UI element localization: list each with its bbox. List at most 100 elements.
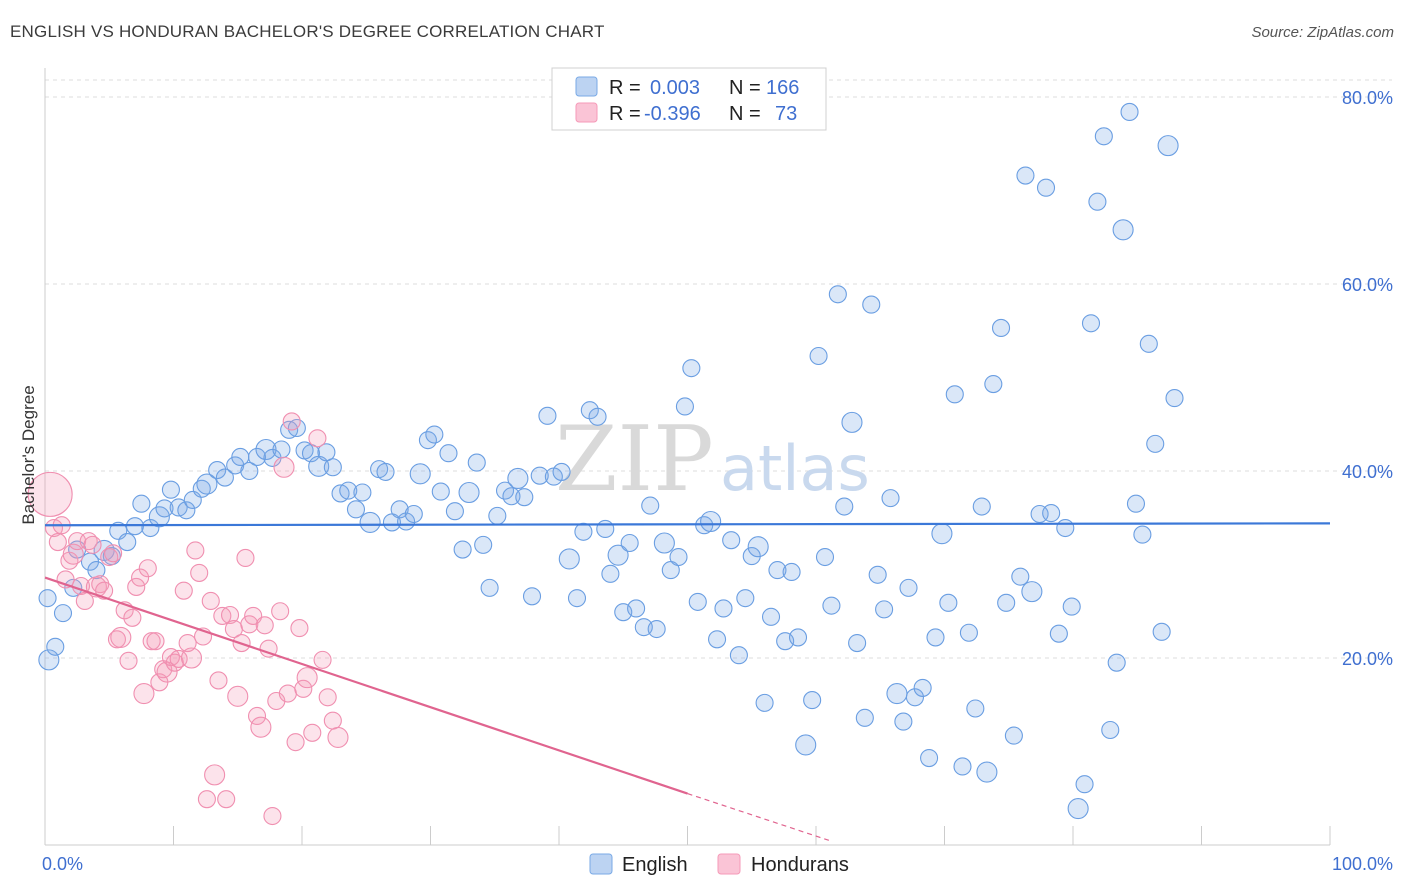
english-point	[148, 506, 170, 528]
legend-hondurans-r-label: R =	[609, 103, 641, 125]
english-point	[1165, 389, 1184, 408]
watermark-zip: ZIP	[555, 407, 714, 512]
y-axis-title: Bachelor's Degree	[19, 385, 38, 524]
hondurans-point	[286, 733, 305, 752]
hondurans-point	[227, 685, 249, 707]
english-point	[736, 589, 755, 608]
legend-english-r-value: 0.003	[650, 77, 700, 99]
english-point	[522, 587, 542, 606]
english-point	[141, 518, 160, 538]
english-point	[875, 600, 894, 619]
y-tick-label: 40.0%	[1342, 462, 1393, 482]
hondurans-point	[131, 568, 150, 587]
hondurans-point	[240, 615, 259, 634]
chart-title: ENGLISH VS HONDURAN BACHELOR'S DEGREE CO…	[10, 22, 605, 41]
english-point	[688, 592, 707, 611]
english-point	[474, 535, 493, 554]
english-point	[1049, 624, 1068, 643]
english-point	[627, 599, 646, 618]
english-point	[653, 532, 675, 554]
hondurans-point	[313, 650, 332, 669]
hondurans-point	[278, 684, 297, 703]
english-point	[809, 346, 828, 366]
english-point	[966, 699, 985, 718]
english-point	[507, 467, 529, 490]
hondurans-point	[250, 716, 272, 738]
english-point	[984, 374, 1003, 394]
english-point	[530, 466, 549, 485]
english-point	[953, 757, 972, 776]
english-point	[458, 481, 480, 504]
english-point	[425, 425, 444, 444]
hondurans-point	[75, 591, 94, 611]
x-tick-labels: 0.0% 100.0%	[42, 854, 1393, 874]
english-point	[552, 462, 571, 481]
english-point	[567, 589, 587, 608]
english-point	[886, 682, 908, 705]
bottom-legend: English Hondurans	[589, 853, 849, 876]
english-point	[1157, 135, 1179, 157]
english-point	[620, 533, 639, 553]
english-point	[1036, 178, 1056, 197]
english-point	[972, 497, 991, 516]
hondurans-point	[323, 711, 342, 730]
english-point	[1042, 504, 1061, 523]
hondurans-point	[303, 723, 322, 742]
hondurans-point	[209, 671, 228, 690]
english-point	[939, 593, 958, 612]
english-trend-line	[44, 522, 1331, 527]
english-point	[1081, 314, 1101, 333]
y-tick-label: 20.0%	[1342, 649, 1393, 669]
english-point	[1101, 720, 1120, 740]
english-point	[1016, 166, 1035, 185]
english-point	[240, 461, 259, 481]
hondurans-point	[48, 533, 67, 552]
english-point	[87, 561, 106, 580]
english-point	[1021, 581, 1043, 603]
english-point	[761, 607, 781, 626]
legend-hondurans-swatch	[575, 102, 598, 123]
english-point	[588, 407, 607, 426]
english-point	[997, 593, 1016, 612]
y-tick-label: 80.0%	[1342, 88, 1393, 108]
hondurans-point	[247, 706, 267, 726]
bottom-legend-hondurans-swatch	[717, 853, 741, 875]
english-point	[574, 522, 593, 541]
legend-english-n-value: 166	[766, 77, 799, 99]
english-point	[53, 604, 73, 623]
english-point	[822, 596, 841, 615]
y-tick-label: 60.0%	[1342, 275, 1393, 295]
english-point	[1062, 597, 1081, 616]
x-tick-label: 0.0%	[42, 854, 83, 874]
english-point	[894, 712, 913, 731]
english-point	[255, 438, 277, 461]
hondurans-point	[271, 602, 290, 621]
legend-hondurans-r-value: -0.396	[644, 103, 701, 125]
english-point	[1094, 127, 1113, 146]
legend-box: R = 0.003 N = 166 R = -0.396 N = 73	[551, 67, 827, 131]
hondurans-trend-extension	[687, 793, 830, 841]
hondurans-point	[259, 639, 278, 658]
english-point	[46, 637, 65, 656]
english-point	[445, 502, 464, 521]
hondurans-point	[255, 616, 274, 635]
english-point	[1056, 518, 1075, 538]
english-point	[480, 578, 499, 597]
english-point	[675, 397, 694, 416]
english-point	[515, 488, 534, 507]
english-point	[913, 678, 932, 697]
english-point	[835, 497, 854, 516]
y-tick-labels: 20.0% 40.0% 60.0% 80.0%	[1342, 88, 1393, 669]
hondurans-point	[296, 667, 318, 689]
english-point	[855, 708, 874, 727]
hondurans-point	[27, 471, 73, 517]
english-point	[1075, 775, 1094, 794]
english-point	[991, 318, 1011, 337]
english-point	[682, 359, 701, 378]
legend-hondurans-n-label: N =	[729, 103, 761, 125]
hondurans-point	[294, 679, 313, 698]
english-point	[1139, 334, 1158, 353]
english-point	[502, 487, 521, 506]
hondurans-point	[263, 806, 282, 826]
english-point	[931, 523, 953, 545]
